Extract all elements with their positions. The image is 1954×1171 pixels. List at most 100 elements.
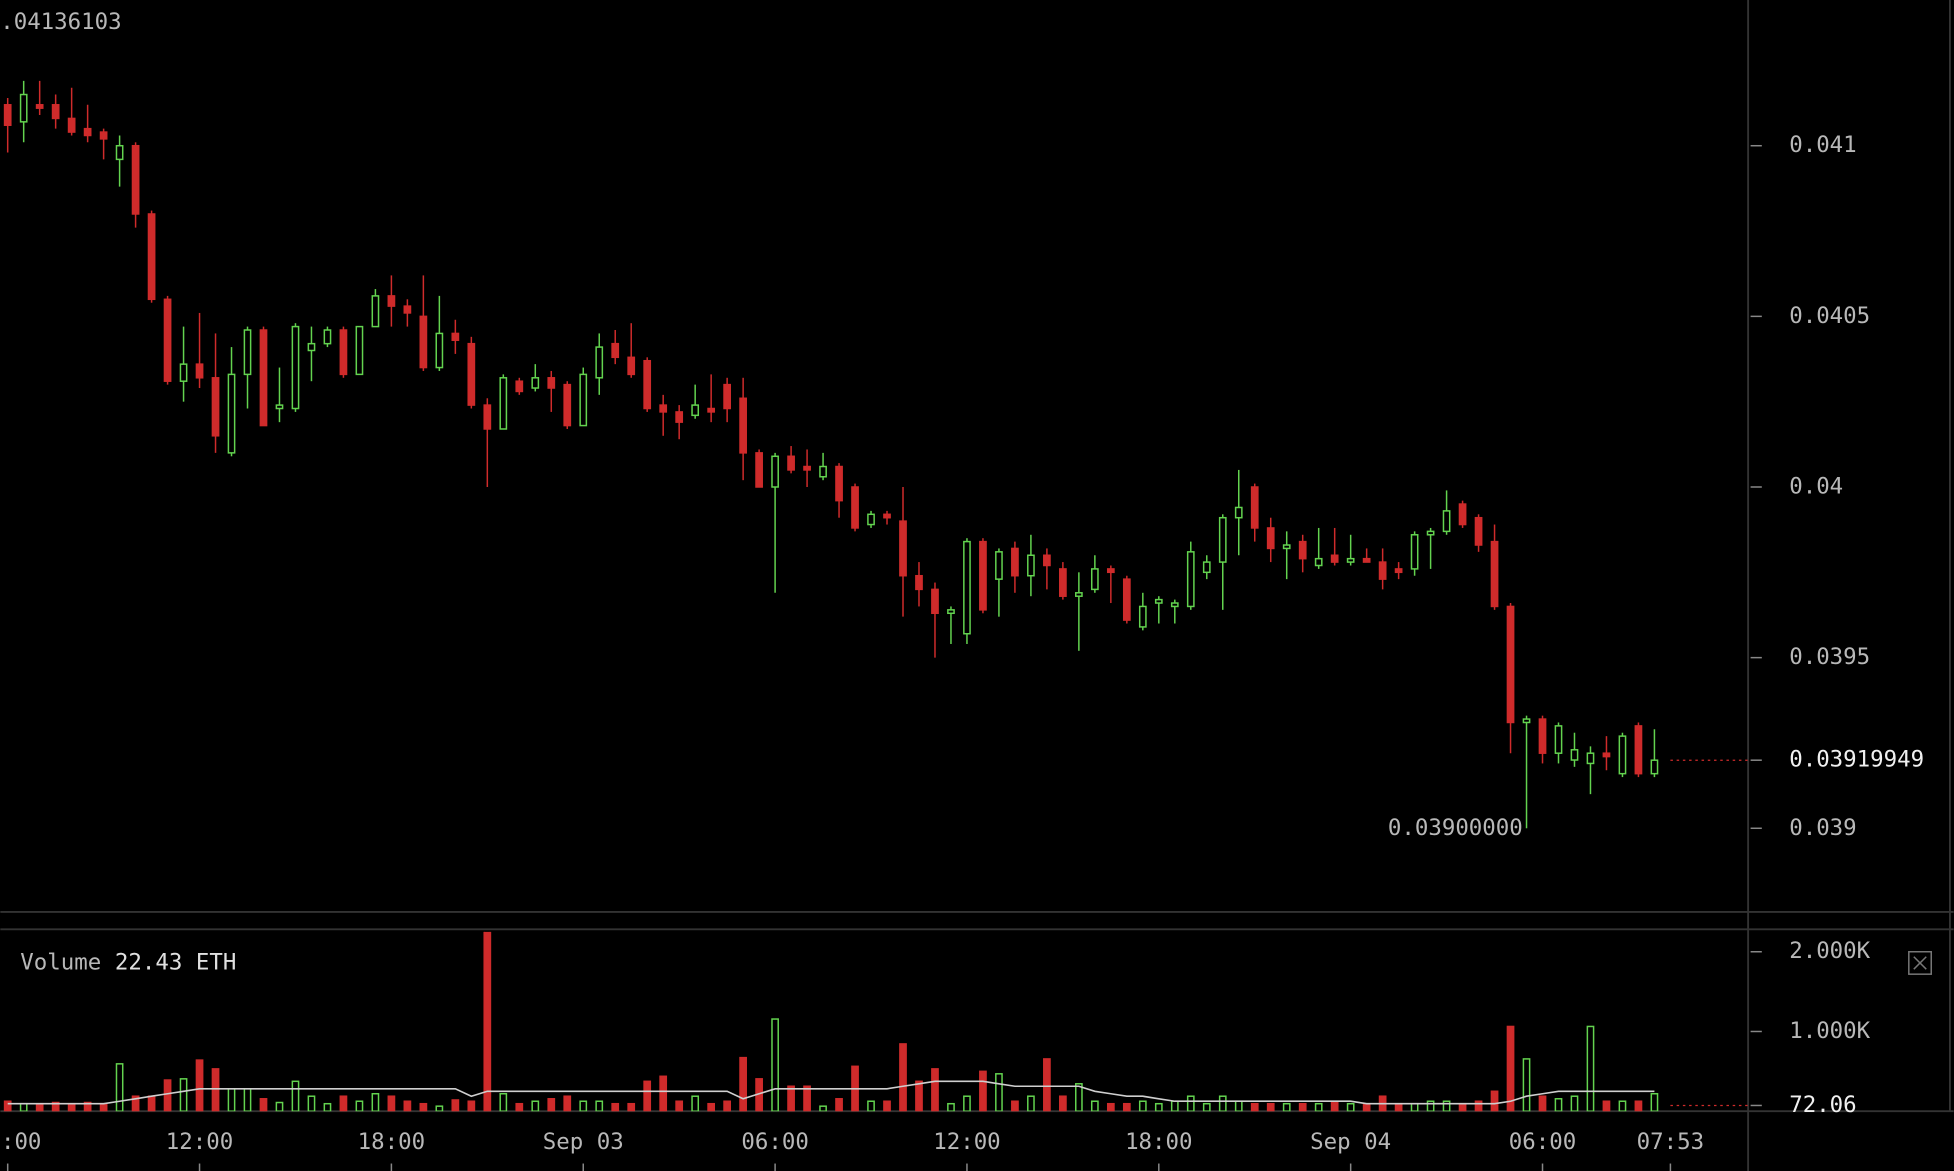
candle-body [1138,605,1147,628]
volume-bar [643,1080,652,1112]
volume-bar [1090,1100,1099,1112]
volume-bar [675,1100,684,1112]
volume-bar [451,1099,460,1112]
candle-body [51,104,60,120]
candle-body [1506,605,1515,724]
candle-body [1490,540,1499,608]
candle-body [1186,551,1195,608]
close-button[interactable] [1908,951,1932,975]
volume-bar [1027,1095,1035,1112]
volume-bar [99,1102,108,1112]
candle-body [195,363,204,379]
candle-body [19,93,28,123]
last-volume-label: 72.06 [1789,1092,1856,1118]
candle-body [867,513,875,526]
candle-body [851,486,859,529]
volume-bar [1282,1102,1291,1112]
candle-body [995,551,1003,580]
candle-body [579,373,588,427]
volume-bar [435,1105,444,1112]
volume-bar [131,1095,140,1112]
x-tick-label: 06:00 [1509,1129,1576,1155]
candle-body [899,520,907,577]
volume-bar [963,1095,971,1112]
volume-bar [227,1088,236,1112]
candle-body [387,295,396,307]
volume-bar [243,1088,252,1112]
volume-bar [1394,1102,1403,1112]
volume-bar [1186,1095,1195,1112]
volume-bar [867,1100,875,1112]
candle-body [707,407,716,413]
volume-bar [1330,1100,1339,1112]
candle-body [115,144,124,161]
volume-bar [35,1102,44,1112]
candle-body [915,574,923,591]
candle-body [979,540,987,611]
volume-bar [19,1102,28,1112]
volume-bar [1059,1095,1067,1112]
candle-body [275,404,284,410]
x-tick-label: 06:00 [741,1129,808,1155]
candle-body [3,104,12,126]
volume-bar [979,1070,987,1112]
volume-bar [771,1018,779,1112]
y-tick-label: 0.04 [1789,473,1843,499]
volume-bar [1362,1102,1371,1112]
candle-body [323,329,332,345]
candle-body [1362,557,1371,563]
candle-body [1266,527,1275,550]
x-tick-label: Sep 04 [1310,1129,1391,1155]
volume-bar [1138,1100,1147,1112]
candle-body [531,377,540,389]
volume-bar [819,1105,827,1112]
volume-bar [307,1095,316,1112]
candle-body [163,298,172,382]
candle-body [947,609,955,615]
volume-pane [3,931,1659,1112]
close-box[interactable] [1908,951,1932,975]
y-tick-label: 0.0405 [1789,303,1870,329]
candle-body [1298,540,1307,560]
x-tick-label: 18:00 [1125,1129,1192,1155]
volume-bar [1298,1102,1307,1112]
candle-body [1570,749,1579,761]
candle-body [1394,568,1403,574]
candle-body [835,465,843,502]
candle-body [1106,568,1115,574]
candle-body [1059,568,1067,597]
volume-bar [627,1102,636,1112]
candle-body [611,342,620,359]
volume-bar [403,1100,412,1112]
volume-bar [1522,1058,1531,1112]
price-annotation: 0.04136103 [0,9,122,35]
candle-body [755,452,763,488]
volume-bar [835,1098,843,1112]
volume-bar [1218,1095,1227,1112]
candle-body [739,397,747,454]
volume-bar [259,1098,268,1112]
close-icon[interactable] [1913,956,1927,970]
candle-body [1043,554,1051,567]
candle-body [67,117,76,133]
candle-body [771,455,779,488]
candle-body [963,540,971,635]
volume-bar [691,1095,700,1112]
volume-bar [707,1102,716,1112]
volume-bar [531,1100,540,1112]
volume-bar [499,1092,508,1112]
volume-bar [1234,1100,1243,1112]
candle-body [1027,554,1035,577]
volume-bar [547,1098,556,1112]
candle-body [1650,759,1659,775]
volume-bar [515,1102,524,1112]
candle-body [243,329,252,376]
candle-body [1250,486,1259,529]
volume-bar [899,1043,907,1112]
candle-body [435,332,444,369]
candle-body [659,404,668,413]
candle-body [1122,578,1131,621]
candle-body [1090,568,1099,591]
volume-bar [3,1100,12,1112]
